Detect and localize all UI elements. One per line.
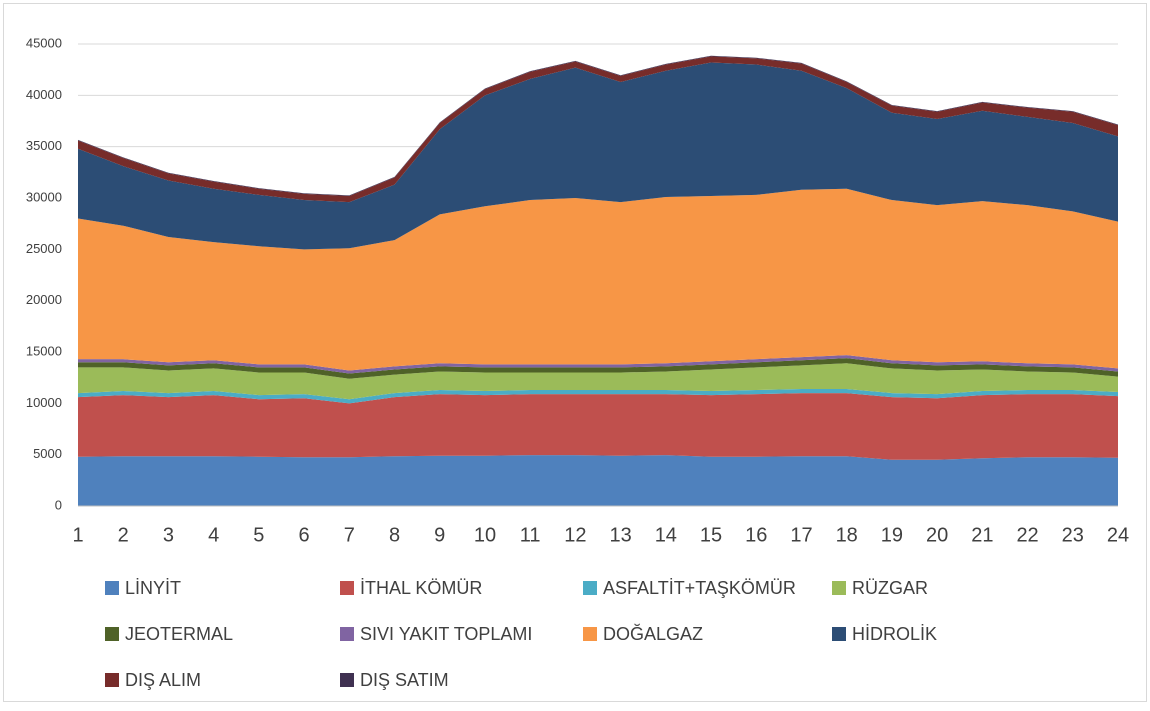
legend-swatch <box>832 627 846 641</box>
area <box>78 455 1118 506</box>
x-tick-label: 24 <box>1107 524 1129 546</box>
x-tick-label: 19 <box>881 524 903 546</box>
legend-label: DIŞ ALIM <box>125 670 201 690</box>
area <box>78 62 1118 250</box>
legend-label: SIVI YAKIT TOPLAMI <box>360 624 532 644</box>
y-tick-label: 5000 <box>33 446 62 461</box>
legend-label: JEOTERMAL <box>125 624 233 644</box>
x-tick-label: 2 <box>118 524 129 546</box>
x-tick-label: 7 <box>344 524 355 546</box>
x-tick-label: 17 <box>790 524 812 546</box>
x-tick-label: 16 <box>745 524 767 546</box>
y-tick-label: 0 <box>55 497 62 512</box>
x-tick-label: 9 <box>434 524 445 546</box>
y-tick-label: 45000 <box>26 35 62 50</box>
legend-label: RÜZGAR <box>852 578 928 598</box>
x-tick-label: 18 <box>836 524 858 546</box>
area <box>78 388 1118 404</box>
y-tick-label: 30000 <box>26 189 62 204</box>
legend-swatch <box>832 581 846 595</box>
x-tick-label: 1 <box>72 524 83 546</box>
legend-swatch <box>105 627 119 641</box>
x-tick-label: 11 <box>520 524 541 546</box>
legend-swatch <box>105 673 119 687</box>
legend-label: İTHAL KÖMÜR <box>360 578 482 598</box>
x-tick-label: 14 <box>655 524 677 546</box>
y-tick-label: 20000 <box>26 292 62 307</box>
y-tick-label: 10000 <box>26 395 62 410</box>
legend-swatch <box>105 581 119 595</box>
x-tick-label: 3 <box>163 524 174 546</box>
legend-swatch <box>583 581 597 595</box>
area <box>78 358 1118 379</box>
x-tick-label: 5 <box>253 524 264 546</box>
x-tick-label: 13 <box>609 524 631 546</box>
legend-label: LİNYİT <box>125 578 181 598</box>
legend-swatch <box>340 627 354 641</box>
x-tick-label: 21 <box>971 524 993 546</box>
x-tick-label: 10 <box>474 524 496 546</box>
x-tick-label: 15 <box>700 524 722 546</box>
legend-label: ASFALTİT+TAŞKÖMÜR <box>603 578 796 598</box>
legend-swatch <box>340 673 354 687</box>
x-tick-label: 22 <box>1016 524 1038 546</box>
y-tick-label: 25000 <box>26 241 62 256</box>
legend-swatch <box>583 627 597 641</box>
x-tick-label: 6 <box>299 524 310 546</box>
legend-label: DIŞ SATIM <box>360 670 449 690</box>
x-tick-label: 8 <box>389 524 400 546</box>
legend-swatch <box>340 581 354 595</box>
area <box>78 363 1118 400</box>
legend-label: DOĞALGAZ <box>603 623 703 644</box>
y-tick-label: 40000 <box>26 87 62 102</box>
area <box>78 56 1118 203</box>
x-tick-label: 20 <box>926 524 948 546</box>
y-tick-label: 15000 <box>26 343 62 358</box>
x-tick-label: 12 <box>564 524 586 546</box>
legend-label: HİDROLİK <box>852 624 937 644</box>
y-tick-label: 35000 <box>26 138 62 153</box>
area <box>78 188 1118 371</box>
x-tick-label: 23 <box>1062 524 1084 546</box>
x-tick-label: 4 <box>208 524 219 546</box>
area <box>78 393 1118 460</box>
